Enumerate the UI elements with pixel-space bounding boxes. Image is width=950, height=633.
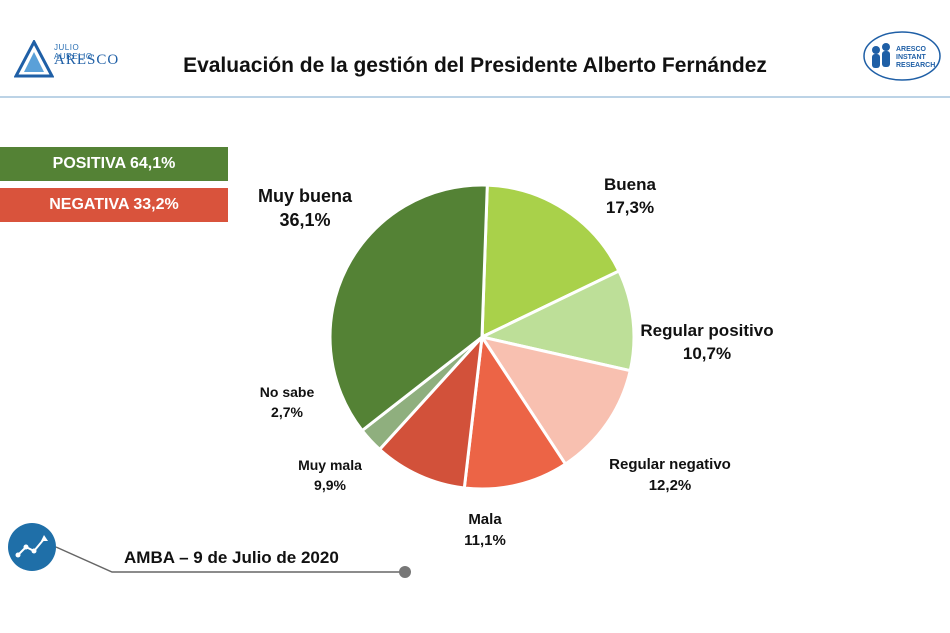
footer-date-text: AMBA – 9 de Julio de 2020	[124, 548, 339, 567]
slice-value-muy-buena: 36,1%	[279, 210, 330, 230]
trend-line-icon	[15, 535, 48, 558]
logo-left-top-text: JULIO AURELIO	[54, 43, 93, 61]
slice-label-regular-positivo: Regular positivo	[640, 321, 773, 340]
slice-value-regular-positivo: 10,7%	[683, 344, 731, 363]
logo-right-line3: RESEARCH	[896, 62, 936, 69]
slice-label-no-sabe: No sabe	[260, 384, 315, 400]
footer-icon-circle	[8, 523, 56, 571]
pie-slice-muy-mala	[377, 332, 485, 490]
slice-value-no-sabe: 2,7%	[271, 404, 303, 420]
slice-value-buena: 17,3%	[606, 198, 654, 217]
header: JULIO AURELIO ARESCO Evaluación de la ge…	[0, 0, 950, 98]
slice-label-buena: Buena	[604, 175, 657, 194]
slice-value-mala: 11,1%	[464, 532, 506, 549]
pie-slice-muy-buena	[328, 183, 489, 433]
slice-label-muy-buena: Muy buena	[258, 186, 353, 206]
page-title: Evaluación de la gestión del Presidente …	[183, 54, 767, 77]
slice-value-regular-negativo: 12,2%	[649, 477, 692, 494]
slice-label-muy-mala: Muy mala	[298, 457, 362, 473]
pie-slice-buena	[480, 183, 621, 340]
positive-summary-badge: POSITIVA 64,1%	[0, 147, 228, 181]
header-divider	[0, 96, 950, 98]
slice-value-muy-mala: 9,9%	[314, 477, 346, 493]
logo-right-line2: INSTANT	[896, 54, 926, 61]
slice-label-regular-negativo: Regular negativo	[609, 456, 731, 473]
aresco-triangle-icon	[13, 38, 55, 78]
aresco-instant-research-logo: ARESCO INSTANT RESEARCH	[862, 30, 942, 82]
slice-label-mala: Mala	[468, 511, 502, 528]
logo-left-main-text: ARESCO	[54, 52, 120, 68]
negative-summary-badge: NEGATIVA 33,2%	[0, 188, 228, 222]
logo-right-line1: ARESCO	[896, 46, 926, 53]
pie-slice-mala	[462, 332, 568, 491]
research-seal-icon	[863, 31, 941, 81]
pie-slice-regular-negativo	[478, 334, 633, 467]
pie-slice-regular-positivo	[477, 269, 636, 373]
aresco-logo: JULIO AURELIO ARESCO	[13, 38, 118, 80]
